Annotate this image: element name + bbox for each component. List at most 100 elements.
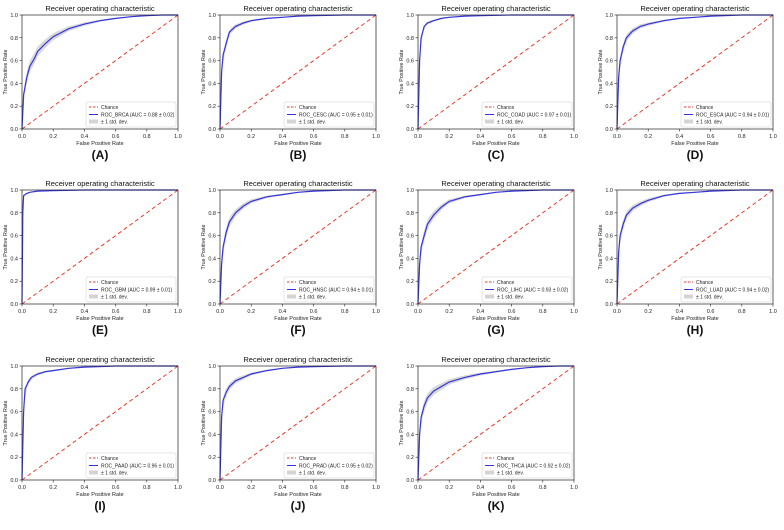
legend-swatch-band: [89, 119, 98, 124]
x-tick-label: 1.0: [769, 309, 777, 315]
x-tick-label: 0.4: [81, 309, 89, 315]
y-tick-label: 1.0: [605, 188, 613, 194]
legend-label-roc: ROC_COAD (AUC = 0.97 ± 0.01): [497, 113, 572, 119]
plot-frame: [417, 365, 575, 481]
x-tick-label: 0.4: [676, 309, 684, 315]
y-tick-label: 0.2: [10, 104, 18, 110]
x-tick-label: 0.4: [676, 134, 684, 140]
chance-line: [219, 14, 377, 130]
x-axis-label: False Positive Rate: [274, 141, 321, 147]
x-tick-label: 1.0: [570, 485, 578, 491]
y-tick-label: 0.6: [10, 59, 18, 65]
legend-label-chance: Chance: [497, 105, 514, 111]
x-tick-label: 0.0: [414, 309, 422, 315]
legend-label-chance: Chance: [101, 280, 118, 286]
x-tick-label: 0.0: [18, 134, 26, 140]
y-tick-label: 0.4: [406, 256, 414, 262]
x-tick-label: 0.4: [477, 485, 485, 491]
x-tick-label: 1.0: [372, 309, 380, 315]
plot-frame: [616, 189, 774, 305]
legend-swatch-band: [287, 294, 296, 299]
panel-g: Receiver operating characteristic 0.0 0.2 0…: [399, 179, 578, 337]
legend-label-roc: ROC_BRCA (AUC = 0.88 ± 0.02): [101, 113, 175, 119]
legend-box: [85, 276, 177, 303]
panel-label: (F): [290, 323, 305, 337]
chart-title: Receiver operating characteristic: [441, 4, 550, 13]
y-tick-label: 0.4: [10, 432, 18, 438]
x-tick-label: 0.4: [81, 134, 89, 140]
x-tick-label: 0.4: [477, 309, 485, 315]
y-axis-label: True Positive Rate: [3, 400, 9, 445]
y-tick-label: 0.4: [10, 81, 18, 87]
chance-line: [616, 14, 774, 130]
y-tick-label: 0.6: [208, 234, 216, 240]
legend-label-band: ± 1 std. dev.: [101, 120, 128, 126]
panel-j: Receiver operating characteristic 0.0 0.2 0…: [201, 355, 380, 513]
legend-box: [680, 276, 772, 303]
legend-label-band: ± 1 std. dev.: [101, 295, 128, 301]
y-axis-label: True Positive Rate: [201, 49, 207, 94]
panel-label: (B): [290, 148, 307, 162]
y-tick-label: 0.8: [10, 211, 18, 217]
x-tick-label: 0.6: [508, 309, 516, 315]
y-axis-label: True Positive Rate: [201, 400, 207, 445]
plot-frame: [417, 189, 575, 305]
x-tick-label: 0.0: [613, 134, 621, 140]
chance-line: [21, 365, 179, 481]
y-tick-label: 0.6: [605, 59, 613, 65]
panel-label: (J): [291, 499, 306, 513]
y-axis-label: True Positive Rate: [598, 49, 604, 94]
legend-box: [283, 101, 375, 128]
chart-title: Receiver operating characteristic: [441, 179, 550, 188]
x-axis-label: False Positive Rate: [76, 316, 123, 322]
y-axis-label: True Positive Rate: [3, 224, 9, 269]
y-tick-label: 0.8: [406, 211, 414, 217]
x-tick-label: 0.8: [539, 134, 547, 140]
x-tick-label: 1.0: [174, 309, 182, 315]
x-tick-label: 0.6: [707, 134, 715, 140]
panel-i: Receiver operating characteristic 0.0 0.2 0…: [3, 355, 182, 513]
legend-box: [481, 452, 573, 479]
legend-swatch-band: [287, 119, 296, 124]
y-tick-label: 1.0: [406, 188, 414, 194]
legend-label-band: ± 1 std. dev.: [696, 295, 723, 301]
panel-label: (H): [687, 323, 704, 337]
chart-title: Receiver operating characteristic: [243, 355, 352, 364]
panel-label: (E): [92, 323, 108, 337]
legend-label-chance: Chance: [696, 105, 713, 111]
y-tick-label: 0.4: [406, 432, 414, 438]
x-tick-label: 0.0: [216, 309, 224, 315]
legend-swatch-band: [287, 470, 296, 475]
legend-label-roc: ROC_LUAD (AUC = 0.94 ± 0.02): [696, 288, 770, 294]
plot-frame: [21, 14, 179, 130]
legend-box: [481, 276, 573, 303]
legend-label-band: ± 1 std. dev.: [497, 295, 524, 301]
y-tick-label: 0.6: [208, 59, 216, 65]
legend-swatch-band: [89, 294, 98, 299]
y-tick-label: 0.4: [208, 432, 216, 438]
x-tick-label: 0.2: [644, 134, 652, 140]
x-tick-label: 0.2: [445, 134, 453, 140]
x-tick-label: 0.2: [644, 309, 652, 315]
panel-b: Receiver operating characteristic 0.0 0.2 0…: [201, 4, 380, 162]
x-tick-label: 1.0: [570, 134, 578, 140]
roc-curve-line: [616, 189, 773, 305]
x-axis-label: False Positive Rate: [472, 316, 519, 322]
roc-curve-line: [219, 14, 376, 130]
plot-frame: [616, 14, 774, 130]
y-tick-label: 0.4: [208, 256, 216, 262]
x-tick-label: 0.4: [279, 485, 287, 491]
chart-title: Receiver operating characteristic: [640, 179, 749, 188]
y-tick-label: 1.0: [605, 13, 613, 19]
y-tick-label: 0.0: [10, 127, 18, 133]
y-axis-label: True Positive Rate: [399, 224, 405, 269]
legend-label-chance: Chance: [299, 280, 316, 286]
x-tick-label: 0.2: [49, 309, 57, 315]
y-tick-label: 0.8: [208, 211, 216, 217]
panel-label: (C): [488, 148, 505, 162]
panel-label: (G): [487, 323, 504, 337]
y-tick-label: 0.0: [605, 302, 613, 308]
y-tick-label: 0.2: [406, 104, 414, 110]
y-tick-label: 0.8: [406, 387, 414, 393]
